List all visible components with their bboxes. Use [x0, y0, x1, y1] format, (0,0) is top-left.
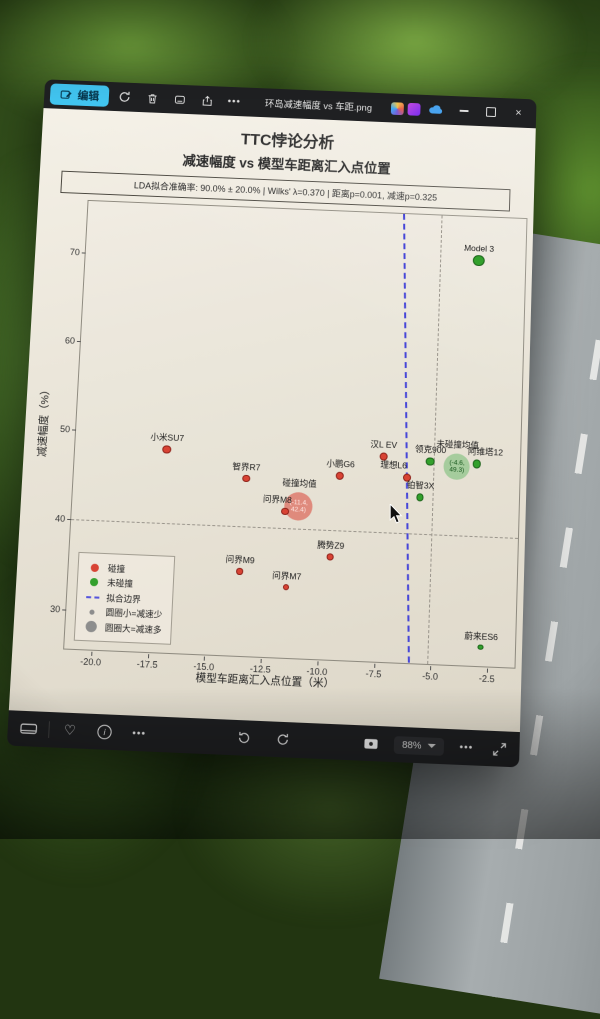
more-options-icon[interactable]: ••• — [131, 727, 147, 740]
x-tick-label: -17.5 — [136, 658, 158, 671]
legend-item: 圆圈小=减速少 — [85, 605, 162, 621]
point-label: 铂智3X — [406, 480, 435, 492]
photo-viewer-canvas: TTC悖论分析 减速幅度 vs 模型车距离汇入点位置 LDA拟合准确率: 90.… — [8, 108, 536, 733]
point-label: 理想L6 — [380, 458, 408, 471]
scatter-point — [241, 474, 251, 483]
x-tick-mark — [90, 651, 93, 656]
x-tick-label: -5.0 — [422, 670, 439, 682]
scatter-point — [472, 459, 482, 469]
rotate-icon[interactable] — [112, 86, 137, 108]
point-label: 问界M8 — [262, 493, 293, 506]
maximize-button[interactable] — [479, 101, 503, 123]
reference-hline — [71, 518, 518, 539]
point-label: 问界M9 — [225, 554, 255, 566]
point-label: 小米SU7 — [150, 431, 185, 443]
minimize-icon — [459, 110, 469, 112]
x-tick-label: -7.5 — [365, 668, 382, 680]
rotate-ccw-icon[interactable] — [233, 727, 254, 749]
x-tick-mark — [260, 658, 262, 664]
app-icon-purple[interactable] — [407, 102, 421, 116]
mouse-cursor — [389, 504, 403, 524]
legend-item: 圆圈大=减速多 — [84, 620, 162, 636]
photos-app-icon[interactable] — [390, 101, 404, 115]
x-tick-mark — [373, 663, 375, 668]
slideshow-icon[interactable] — [361, 733, 382, 755]
lda-boundary-line — [402, 213, 410, 663]
point-label: 蔚来ES6 — [464, 630, 499, 642]
mean-circle: (-4.6, 49.3) — [443, 453, 471, 481]
point-label: Model 3 — [463, 242, 495, 254]
more-options-icon[interactable]: ••• — [227, 95, 242, 108]
y-tick-label: 70 — [69, 247, 81, 258]
zoom-level-dropdown[interactable]: 88% — [393, 735, 445, 756]
point-label: 智界R7 — [232, 460, 261, 473]
y-axis-label: 减速幅度（%） — [35, 384, 53, 458]
info-icon[interactable]: i — [94, 721, 115, 743]
y-tick-label: 30 — [49, 603, 61, 615]
x-tick-label: -20.0 — [79, 656, 102, 668]
point-label: 腾势Z9 — [317, 539, 345, 552]
edit-button-label: 编辑 — [77, 90, 100, 103]
point-label: 汉L EV — [370, 438, 398, 450]
legend-item: 拟合边界 — [86, 590, 163, 606]
favorite-icon[interactable]: ♡ — [63, 722, 77, 739]
mean-label: 碰撞均值 — [282, 476, 317, 489]
window-title: 环岛减速幅度 vs 车距.png — [264, 98, 373, 114]
filmstrip-icon[interactable] — [17, 718, 39, 740]
annotate-icon[interactable] — [167, 88, 192, 110]
scatter-point — [477, 644, 484, 651]
x-tick-mark — [486, 668, 489, 673]
chart-image: TTC悖论分析 减速幅度 vs 模型车距离汇入点位置 LDA拟合准确率: 90.… — [11, 108, 536, 699]
scatter-point — [426, 456, 435, 466]
y-tick-mark — [62, 609, 67, 611]
share-icon[interactable] — [195, 89, 219, 111]
close-button[interactable]: × — [515, 107, 522, 120]
point-label: 领克900 — [414, 443, 447, 455]
edit-button[interactable]: 编辑 — [49, 83, 110, 107]
scatter-point — [335, 471, 345, 481]
chart-legend: 碰撞 未碰撞 拟合边界 圆圈小=减速少 圆圈大=减速多 — [73, 551, 176, 645]
more-options-icon[interactable]: ••• — [459, 741, 474, 754]
titlebar: 编辑 ••• 环岛减速幅度 vs 车距.png — [43, 79, 537, 129]
y-tick-mark — [76, 340, 81, 342]
photos-app-window: 编辑 ••• 环岛减速幅度 vs 车距.png — [6, 79, 537, 768]
x-tick-label: -2.5 — [478, 673, 495, 685]
scatter-point — [283, 583, 290, 591]
delete-icon[interactable] — [140, 87, 165, 109]
point-label: 小鹏G6 — [326, 458, 355, 470]
onedrive-cloud-icon[interactable] — [424, 99, 448, 121]
x-tick-mark — [147, 654, 149, 659]
y-tick-label: 50 — [59, 423, 71, 435]
x-tick-label: -10.0 — [306, 666, 328, 678]
y-tick-label: 40 — [54, 513, 66, 524]
legend-item: 未碰撞 — [87, 576, 164, 591]
scatter-point — [281, 507, 289, 516]
maximize-icon — [485, 107, 497, 118]
zoom-level-value: 88% — [401, 738, 422, 752]
x-tick-mark — [430, 666, 432, 671]
scatter-point — [236, 567, 243, 575]
point-label: 阿维塔12 — [467, 446, 504, 458]
y-tick-mark — [72, 429, 77, 431]
plot-wrapper: 减速幅度（%） -20.0 -17.5 -15.0 -12.5 -10.0 -7.5 -5.… — [36, 199, 528, 684]
toolbar-divider — [48, 721, 51, 738]
scatter-point — [416, 493, 425, 502]
minimize-button[interactable] — [451, 100, 475, 122]
x-tick-mark — [203, 656, 206, 661]
x-tick-mark — [317, 661, 319, 666]
plot-area: -20.0 -17.5 -15.0 -12.5 -10.0 -7.5 -5.0 -2.5 30 4… — [50, 199, 528, 684]
point-label: 问界M7 — [272, 569, 302, 582]
x-tick-label: -12.5 — [249, 663, 271, 675]
legend-item: 碰撞 — [87, 561, 164, 576]
fullscreen-icon[interactable] — [489, 738, 510, 760]
y-tick-label: 60 — [64, 335, 76, 346]
y-tick-mark — [81, 252, 86, 255]
scatter-point — [162, 444, 172, 454]
edit-image-icon — [60, 88, 72, 101]
scatter-point — [326, 553, 334, 561]
scatter-point — [473, 254, 485, 267]
x-tick-label: -15.0 — [193, 661, 215, 673]
rotate-cw-icon[interactable] — [272, 729, 293, 751]
chevron-down-icon — [427, 743, 436, 749]
